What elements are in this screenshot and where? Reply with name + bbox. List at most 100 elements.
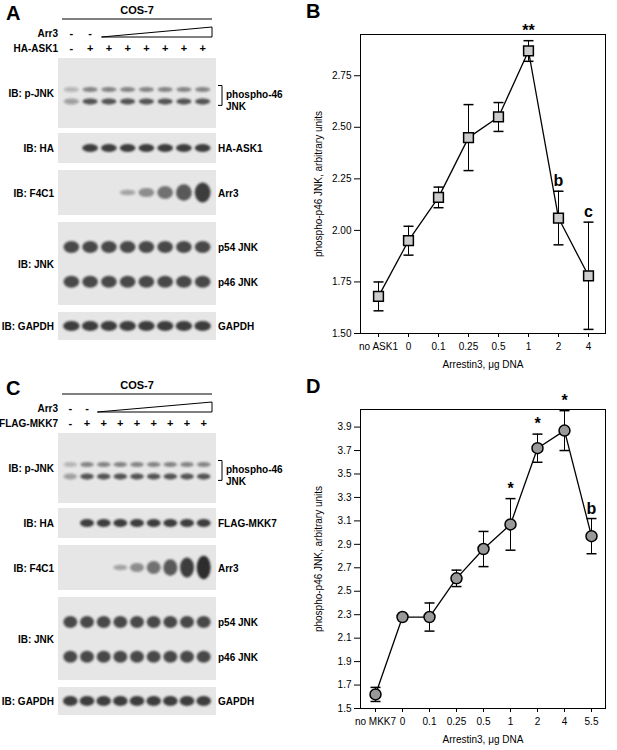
svg-text:*: *	[534, 415, 541, 432]
svg-text:phospho-p46 JNK, arbitrary uni: phospho-p46 JNK, arbitrary units	[313, 111, 324, 257]
svg-text:*: *	[507, 480, 514, 497]
svg-text:0.25: 0.25	[459, 341, 479, 352]
svg-text:JNK: JNK	[226, 101, 247, 112]
svg-text:IB: GAPDH: IB: GAPDH	[2, 696, 54, 707]
svg-text:2.7: 2.7	[338, 562, 352, 573]
svg-text:2.50: 2.50	[332, 121, 352, 132]
svg-text:+: +	[100, 417, 106, 429]
svg-text:+: +	[134, 417, 140, 429]
svg-text:phospho-46: phospho-46	[226, 464, 283, 475]
svg-text:2.00: 2.00	[332, 225, 352, 236]
svg-text:2: 2	[556, 341, 562, 352]
svg-text:HA-ASK1: HA-ASK1	[218, 143, 263, 154]
svg-text:4: 4	[562, 716, 568, 727]
svg-text:GAPDH: GAPDH	[218, 321, 254, 332]
svg-text:+: +	[167, 417, 173, 429]
svg-text:JNK: JNK	[226, 476, 247, 487]
svg-text:IB: F4C1: IB: F4C1	[13, 188, 54, 199]
svg-text:1.9: 1.9	[338, 656, 352, 667]
svg-text:COS-7: COS-7	[120, 379, 154, 391]
svg-text:Arrestin3, μg DNA: Arrestin3, μg DNA	[443, 734, 524, 745]
svg-text:1: 1	[508, 716, 514, 727]
svg-text:IB: JNK: IB: JNK	[18, 634, 55, 645]
svg-text:2.1: 2.1	[338, 632, 352, 643]
svg-text:+: +	[150, 417, 156, 429]
svg-text:Arr3: Arr3	[218, 188, 239, 199]
svg-text:p54 JNK: p54 JNK	[218, 617, 259, 628]
svg-text:1.75: 1.75	[332, 276, 352, 287]
svg-text:2.3: 2.3	[338, 609, 352, 620]
svg-text:0.1: 0.1	[432, 341, 446, 352]
svg-text:0.5: 0.5	[492, 341, 506, 352]
svg-text:3.1: 3.1	[338, 515, 352, 526]
svg-text:+: +	[124, 42, 130, 54]
svg-text:-: -	[70, 42, 74, 54]
svg-text:4: 4	[586, 341, 592, 352]
svg-text:Arr3: Arr3	[37, 403, 58, 414]
svg-text:1.50: 1.50	[332, 328, 352, 339]
svg-text:0: 0	[400, 716, 406, 727]
svg-text:3.3: 3.3	[338, 492, 352, 503]
svg-text:5.5: 5.5	[585, 716, 599, 727]
svg-text:C: C	[6, 377, 20, 399]
svg-text:+: +	[184, 417, 190, 429]
svg-text:1.7: 1.7	[338, 679, 352, 690]
svg-text:3.7: 3.7	[338, 445, 352, 456]
svg-text:IB: p-JNK: IB: p-JNK	[8, 88, 54, 99]
svg-text:-: -	[85, 402, 89, 414]
svg-text:**: **	[522, 22, 535, 39]
svg-text:phospho-46: phospho-46	[226, 89, 283, 100]
svg-text:2.75: 2.75	[332, 70, 352, 81]
svg-text:c: c	[584, 203, 593, 220]
svg-text:+: +	[87, 42, 93, 54]
svg-text:A: A	[6, 2, 20, 24]
svg-text:IB: JNK: IB: JNK	[18, 259, 55, 270]
svg-text:FLAG-MKK7: FLAG-MKK7	[218, 518, 277, 529]
svg-text:p46 JNK: p46 JNK	[218, 652, 259, 663]
svg-text:COS-7: COS-7	[120, 4, 154, 16]
svg-text:HA-ASK1: HA-ASK1	[14, 43, 59, 54]
svg-text:Arrestin3, μg DNA: Arrestin3, μg DNA	[443, 359, 524, 370]
svg-text:+: +	[181, 42, 187, 54]
svg-text:2.5: 2.5	[338, 585, 352, 596]
svg-text:2.25: 2.25	[332, 173, 352, 184]
svg-text:GAPDH: GAPDH	[218, 696, 254, 707]
svg-text:-: -	[68, 402, 72, 414]
svg-text:b: b	[587, 500, 597, 517]
svg-text:+: +	[106, 42, 112, 54]
svg-text:IB: F4C1: IB: F4C1	[13, 563, 54, 574]
svg-text:-: -	[68, 417, 72, 429]
svg-text:3.9: 3.9	[338, 421, 352, 432]
svg-text:+: +	[199, 42, 205, 54]
svg-text:2: 2	[535, 716, 541, 727]
svg-text:IB: HA: IB: HA	[23, 518, 54, 529]
svg-text:+: +	[143, 42, 149, 54]
svg-text:+: +	[84, 417, 90, 429]
svg-text:+: +	[117, 417, 123, 429]
svg-text:no ASK1: no ASK1	[359, 341, 398, 352]
svg-text:*: *	[561, 392, 568, 409]
svg-text:FLAG-MKK7: FLAG-MKK7	[0, 418, 58, 429]
svg-text:3.5: 3.5	[338, 468, 352, 479]
svg-text:p46 JNK: p46 JNK	[218, 277, 259, 288]
svg-text:Arr3: Arr3	[37, 28, 58, 39]
svg-text:0: 0	[406, 341, 412, 352]
svg-text:1.5: 1.5	[338, 703, 352, 714]
svg-text:IB: GAPDH: IB: GAPDH	[2, 321, 54, 332]
svg-text:IB: p-JNK: IB: p-JNK	[8, 463, 54, 474]
svg-text:-: -	[88, 27, 92, 39]
svg-text:IB: HA: IB: HA	[23, 143, 54, 154]
svg-text:0.25: 0.25	[447, 716, 467, 727]
svg-text:b: b	[554, 172, 564, 189]
svg-text:no MKK7: no MKK7	[355, 716, 397, 727]
svg-text:Arr3: Arr3	[218, 563, 239, 574]
svg-text:+: +	[200, 417, 206, 429]
svg-text:phospho-p46 JNK, arbitrary uni: phospho-p46 JNK, arbitrary units	[313, 486, 324, 632]
svg-text:0.5: 0.5	[477, 716, 491, 727]
svg-text:1: 1	[526, 341, 532, 352]
svg-text:p54 JNK: p54 JNK	[218, 242, 259, 253]
svg-text:0.1: 0.1	[423, 716, 437, 727]
svg-text:+: +	[162, 42, 168, 54]
svg-text:-: -	[70, 27, 74, 39]
svg-text:2.9: 2.9	[338, 539, 352, 550]
